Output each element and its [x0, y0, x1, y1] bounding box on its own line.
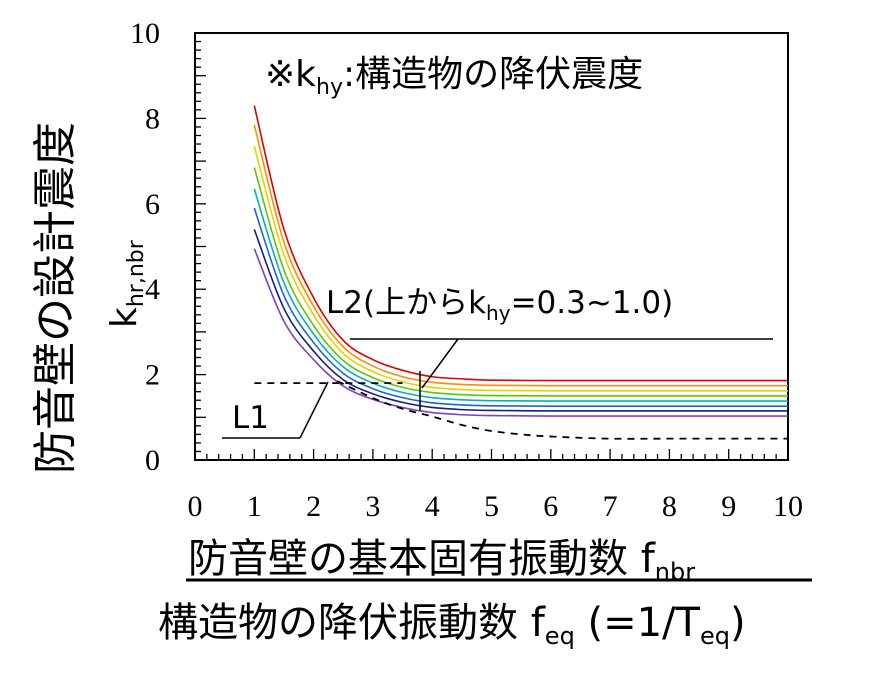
- note-prefix: ※k: [265, 54, 316, 95]
- tick-marks: [194, 32, 789, 461]
- l2-leader: [421, 338, 459, 389]
- xlabel-den-text: 構造物の降伏振動数 f: [158, 600, 546, 646]
- x-tick-label: 2: [306, 490, 321, 523]
- l1-layer: [254, 380, 789, 440]
- xlabel-num-text: 防音壁の基本固有振動数 f: [188, 536, 656, 582]
- series-line-3: [253, 145, 789, 392]
- series-layer: [253, 105, 789, 417]
- x-tick-label: 7: [603, 490, 618, 523]
- l2-sub: hy: [486, 301, 511, 325]
- xlabel-den-end: ): [730, 600, 746, 646]
- x-tick-label: 4: [425, 490, 440, 523]
- series-line-6: [253, 207, 788, 408]
- x-tick-label: 8: [662, 490, 677, 523]
- l2-suffix: =0.3~1.0): [511, 285, 674, 321]
- series-line-7: [253, 229, 788, 412]
- svg-text:防音壁の基本固有振動数 fnbr: 防音壁の基本固有振動数 fnbr: [188, 536, 695, 586]
- svg-text:構造物の降伏振動数 feq (=1/Teq): 構造物の降伏振動数 feq (=1/Teq): [158, 600, 746, 650]
- series-line-8: [253, 248, 788, 417]
- l1-label: L1: [232, 400, 269, 436]
- y-tick-label: 4: [145, 273, 160, 306]
- y-tick-label: 10: [130, 17, 160, 50]
- y-tick-label: 0: [145, 444, 160, 477]
- series-line-2: [253, 124, 788, 387]
- series-line-4: [253, 167, 788, 397]
- y-tick-labels: 0 2 4 6 8 10: [130, 17, 160, 477]
- note-sub: hy: [316, 75, 343, 100]
- ylabel-inner-main: k: [104, 307, 145, 328]
- l1-decay-line: [336, 380, 789, 440]
- series-line-1: [253, 105, 788, 382]
- x-tick-label: 5: [484, 490, 499, 523]
- y-tick-label: 6: [145, 188, 160, 221]
- x-tick-label: 3: [365, 490, 380, 523]
- xlabel-den-tail: (=1/T: [575, 600, 701, 646]
- ylabel-inner-sub: hr,nbr: [124, 239, 149, 307]
- xlabel-den-sub: eq: [545, 622, 575, 650]
- x-tick-label: 1: [247, 490, 262, 523]
- x-tick-labels: 0 1 2 3 4 5 6 7 8 9 10: [188, 490, 804, 523]
- ylabel-outer: 防音壁の設計震度: [30, 122, 81, 474]
- xlabel-den-tail-sub: eq: [700, 622, 730, 650]
- note-suffix: :構造物の降伏震度: [343, 54, 643, 95]
- l2-prefix: L2(上からk: [326, 285, 486, 321]
- x-tick-label: 10: [773, 490, 803, 523]
- x-tick-label: 9: [721, 490, 736, 523]
- xlabel-num-sub: nbr: [655, 558, 695, 586]
- svg-text:L2(上からkhy=0.3~1.0): L2(上からkhy=0.3~1.0): [326, 285, 673, 325]
- y-tick-label: 8: [145, 102, 160, 135]
- series-line-5: [253, 188, 788, 402]
- y-tick-label: 2: [145, 359, 160, 392]
- svg-text:※khy:構造物の降伏震度: ※khy:構造物の降伏震度: [265, 54, 643, 100]
- x-tick-label: 0: [188, 490, 203, 523]
- svg-text:khr,nbr: khr,nbr: [104, 239, 149, 328]
- x-tick-label: 6: [543, 490, 558, 523]
- l1-leader: [299, 381, 329, 439]
